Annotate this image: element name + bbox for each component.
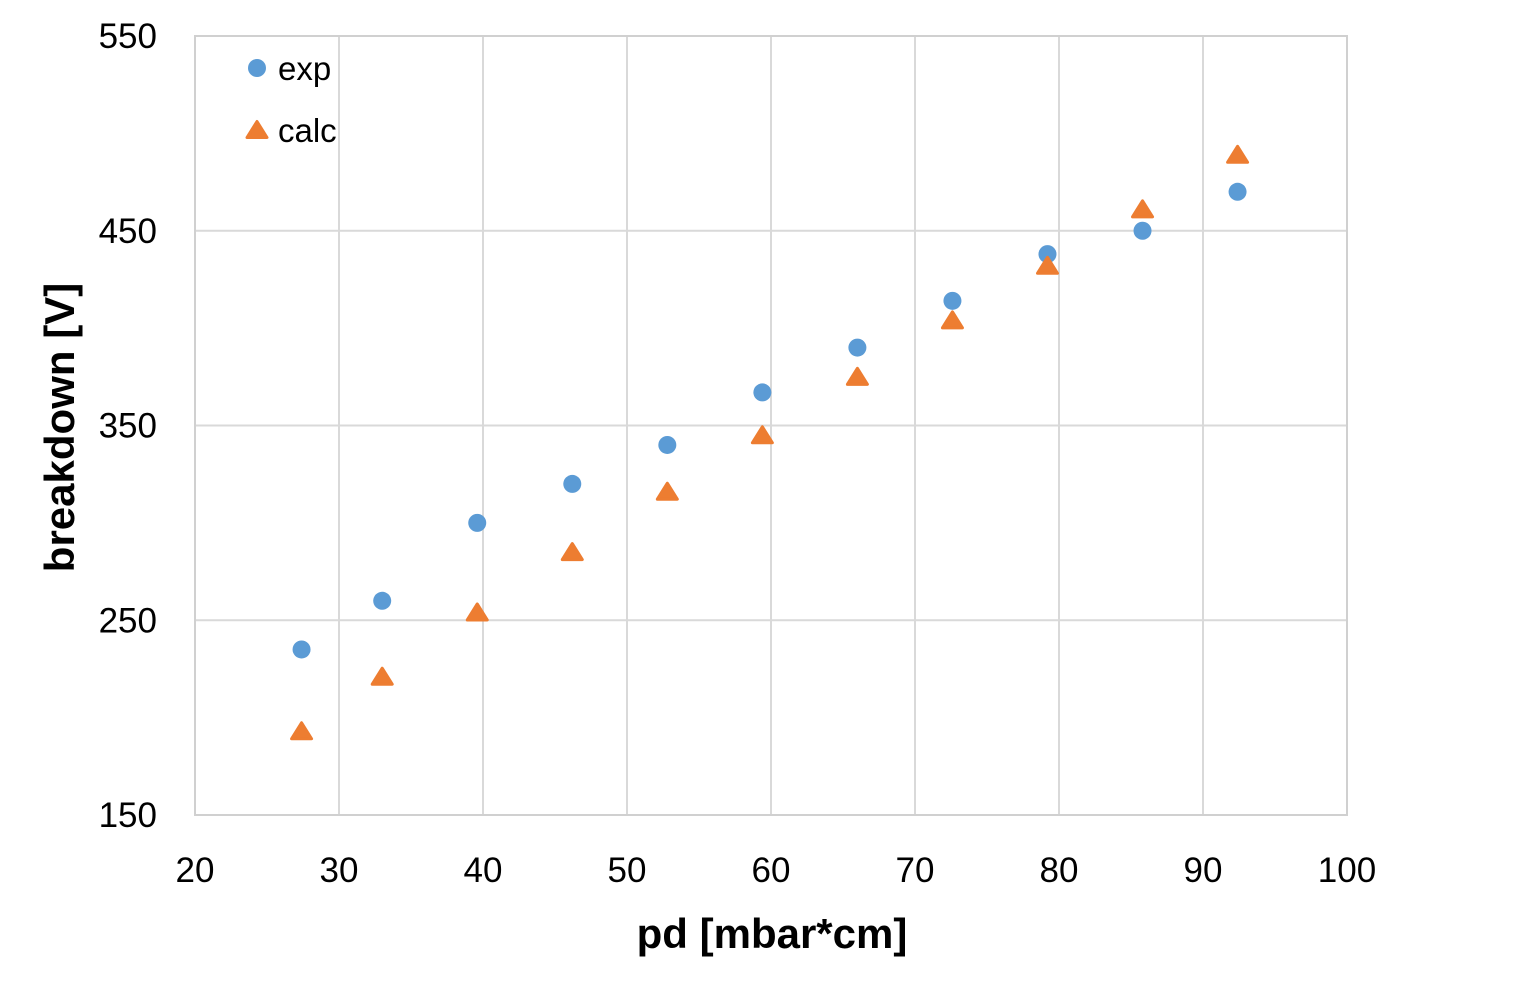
y-tick-label: 450 bbox=[99, 212, 157, 251]
x-tick-label: 50 bbox=[608, 851, 647, 890]
y-tick-label: 550 bbox=[99, 17, 157, 56]
y-axis-title: breakdown [V] bbox=[36, 283, 83, 572]
x-tick-label: 70 bbox=[896, 851, 935, 890]
legend-marker-calc bbox=[245, 120, 269, 139]
data-points bbox=[290, 144, 1250, 741]
legend-label: calc bbox=[278, 112, 337, 149]
exp-point bbox=[1133, 221, 1152, 240]
calc-point bbox=[750, 425, 774, 445]
calc-point bbox=[655, 481, 679, 501]
x-tick-label: 90 bbox=[1184, 851, 1223, 890]
calc-point bbox=[370, 666, 394, 686]
legend-label: exp bbox=[278, 50, 331, 87]
calc-point bbox=[1035, 255, 1059, 275]
calc-point bbox=[940, 310, 964, 330]
legend-marker-exp bbox=[248, 59, 266, 77]
calc-point bbox=[1226, 144, 1250, 164]
x-tick-label: 40 bbox=[464, 851, 503, 890]
exp-point bbox=[943, 291, 962, 310]
x-tick-label: 100 bbox=[1318, 851, 1376, 890]
exp-point bbox=[563, 474, 582, 493]
legend: exp calc bbox=[245, 50, 337, 149]
calc-point bbox=[560, 542, 584, 562]
gridlines bbox=[194, 35, 1348, 816]
y-axis-ticks: 150 250 350 450 550 bbox=[99, 17, 157, 835]
x-axis-title: pd [mbar*cm] bbox=[637, 910, 908, 957]
x-axis-ticks: 20 30 40 50 60 70 80 90 100 bbox=[176, 851, 1377, 890]
y-tick-label: 250 bbox=[99, 601, 157, 640]
exp-point bbox=[753, 383, 772, 402]
calc-point bbox=[845, 366, 869, 386]
x-tick-label: 30 bbox=[320, 851, 359, 890]
exp-point bbox=[468, 513, 487, 532]
exp-point bbox=[658, 435, 677, 454]
exp-point bbox=[1228, 182, 1247, 201]
y-tick-label: 150 bbox=[99, 796, 157, 835]
calc-point bbox=[290, 721, 314, 741]
x-tick-label: 60 bbox=[752, 851, 791, 890]
exp-point bbox=[292, 640, 311, 659]
calc-point bbox=[1131, 199, 1155, 219]
calc-point bbox=[465, 602, 489, 622]
series-calc bbox=[290, 144, 1250, 741]
exp-point bbox=[848, 338, 867, 357]
plot-area-border bbox=[194, 35, 1348, 816]
exp-point bbox=[1038, 245, 1057, 264]
x-tick-label: 20 bbox=[176, 851, 215, 890]
legend-item-exp: exp bbox=[248, 50, 331, 87]
y-tick-label: 350 bbox=[99, 407, 157, 446]
series-exp bbox=[292, 182, 1247, 659]
x-tick-label: 80 bbox=[1040, 851, 1079, 890]
exp-point bbox=[373, 591, 392, 610]
legend-item-calc: calc bbox=[245, 112, 337, 149]
